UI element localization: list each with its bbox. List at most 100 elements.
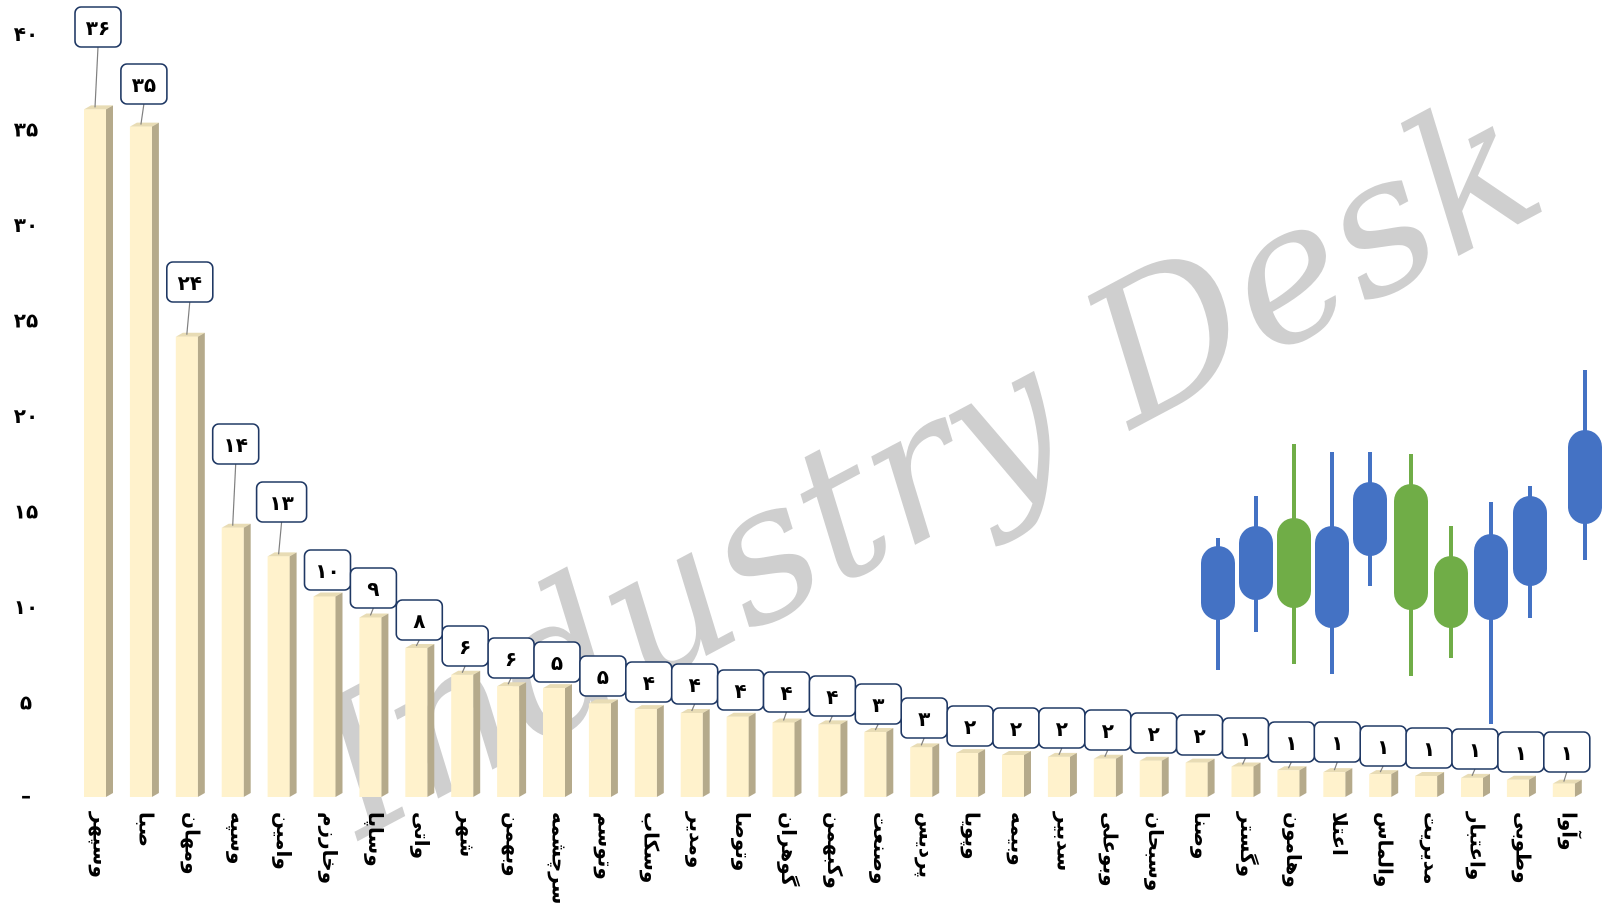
x-tick-label: سدبیر [1052, 811, 1076, 871]
bar [1047, 752, 1077, 797]
bar-top [1277, 766, 1307, 771]
data-labels: ۳۶ ۳۵ ۲۴ ۱۴ ۱۳ ۱۰ ۹ ۸ ۶ ۶ ۵ ۵ ۴ ۴ ۴ ۴ ۴ ۳ ۳ ۲ ۲ ۲ ۲ ۲ ۲ ۱ ۱ ۱ ۱ ۱ ۱ ۱ ۱ [74, 6, 1591, 782]
bar-side [1253, 762, 1261, 797]
leader-line [369, 607, 374, 616]
data-label-text: ۱۰ [315, 559, 339, 583]
bar-top [1231, 762, 1261, 767]
x-tick-label: وآوا [1557, 812, 1582, 851]
bar [129, 122, 159, 798]
data-label-text: ۴ [643, 671, 655, 695]
bar [1002, 750, 1031, 797]
data-label: ۱ [1313, 721, 1362, 771]
bar [1415, 771, 1445, 797]
bar [221, 523, 251, 797]
bar-side [1115, 754, 1123, 797]
bar [910, 743, 940, 797]
bar-front [1323, 772, 1346, 797]
bar-front [129, 126, 152, 798]
bar-front [1415, 775, 1438, 797]
bar [634, 705, 664, 797]
data-label-text: ۲۴ [178, 271, 202, 295]
bar-front [175, 336, 198, 797]
data-label: ۱۰ [303, 549, 352, 591]
bar-side [1299, 766, 1307, 797]
bar-front [1185, 762, 1208, 797]
x-tick-label: وبهمن [502, 812, 526, 877]
bar-top [1139, 756, 1169, 761]
bar-front [1093, 758, 1116, 797]
data-label-text: ۱ [1331, 731, 1343, 755]
bar [1506, 775, 1536, 797]
data-label: ۲ [992, 707, 1040, 749]
candle-body [1277, 518, 1311, 608]
y-tick-label: ۴۰ [14, 22, 38, 46]
bar-side [840, 720, 848, 797]
x-tick-label: وسکاب [639, 812, 663, 883]
data-label-text: ۱۴ [223, 433, 247, 457]
y-tick-label: ۵ [20, 691, 32, 715]
data-label-box [74, 6, 122, 48]
leader-line [1471, 768, 1476, 777]
bar-top [543, 684, 572, 689]
data-label-text: ۳ [918, 707, 930, 731]
bar-top [221, 523, 251, 528]
bar-side [794, 718, 802, 797]
x-tick-label: وصنعت [869, 812, 893, 884]
leader-line [1333, 761, 1338, 771]
bar-side [243, 523, 251, 797]
bar-side [106, 105, 113, 797]
data-label-text: ۲ [1010, 717, 1022, 741]
x-tick-label: مدیریت [1420, 812, 1444, 885]
data-label-text: ۹ [367, 577, 379, 601]
y-tick-label: ۳۵ [14, 118, 38, 142]
x-tick-label: وسپهر [88, 811, 113, 878]
data-label-text: ۲ [1193, 724, 1205, 748]
bar [451, 670, 481, 797]
leader-line [1104, 749, 1109, 758]
data-label-text: ۲ [1102, 719, 1114, 743]
bar-side [1391, 770, 1399, 797]
bar [405, 644, 435, 797]
x-tick-label: وگستر [1236, 811, 1260, 877]
x-tick-label: وخارزم [318, 812, 342, 884]
data-label: ۲ [946, 705, 994, 747]
bar-front [1002, 754, 1024, 797]
data-label: ۹ [349, 567, 398, 616]
candle-body [1513, 496, 1547, 586]
bar [680, 708, 710, 797]
data-label: ۲ [1129, 712, 1178, 754]
data-label: ۳۵ [120, 63, 168, 125]
bar-front [1506, 779, 1529, 797]
bar-front [221, 527, 244, 797]
bar [1231, 762, 1261, 797]
data-label: ۸ [395, 599, 444, 647]
bar [864, 728, 894, 797]
candle-body [1353, 482, 1387, 556]
data-label: ۲ [1084, 709, 1132, 758]
bar-top [680, 708, 710, 713]
data-label-text: ۳۵ [132, 73, 156, 97]
bar [1323, 768, 1353, 797]
bar-front [84, 109, 106, 797]
data-label: ۴ [808, 675, 857, 723]
data-label-box [255, 481, 308, 523]
candle-body [1474, 534, 1508, 620]
bar-side [381, 613, 389, 797]
bar-front [451, 674, 474, 797]
bar-front [313, 596, 336, 797]
bar-side [151, 122, 159, 798]
bar-top [359, 613, 389, 618]
bar [588, 699, 618, 797]
bar [1552, 779, 1582, 797]
bar-front [405, 648, 428, 797]
y-tick-label: ۱۰ [14, 595, 38, 619]
bar-side [335, 592, 343, 797]
x-tick-label: اعتلا [1328, 812, 1352, 856]
bar-side [1483, 773, 1490, 797]
data-label: ۳۶ [74, 6, 122, 108]
leader-line [1379, 765, 1384, 773]
data-label: ۵ [533, 641, 581, 683]
bar-side [1207, 758, 1215, 797]
leader-line [828, 715, 833, 723]
candle-body [1568, 430, 1602, 524]
